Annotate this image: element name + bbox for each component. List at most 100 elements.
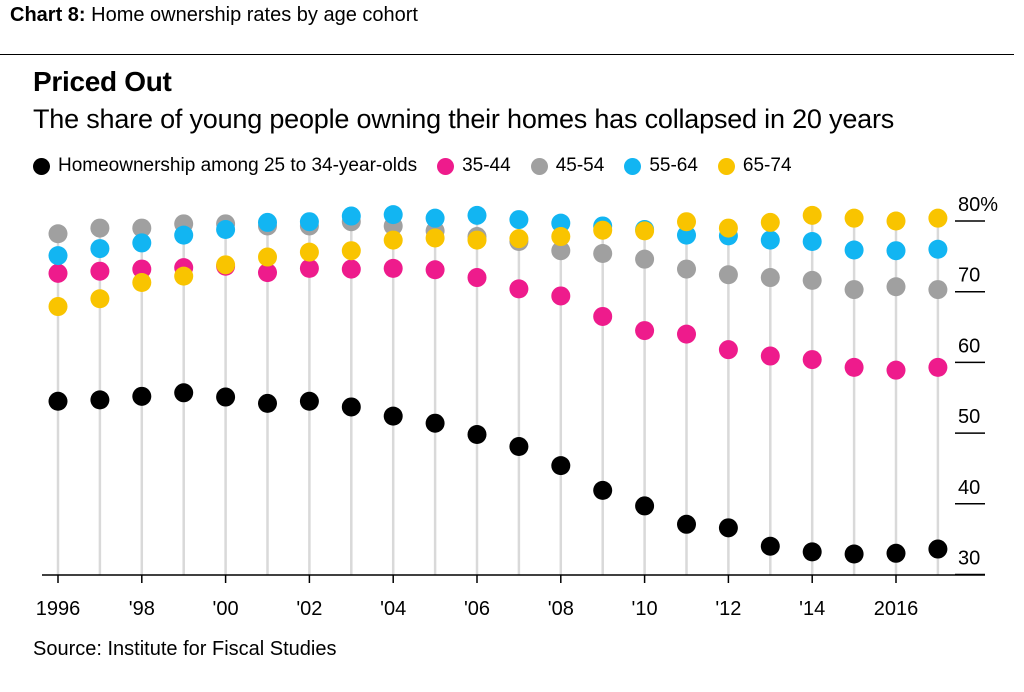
point-45-54-2014: [802, 270, 822, 290]
point-65-74-2002: [299, 242, 319, 262]
point-65-74-1997: [90, 289, 110, 309]
legend-item-65-74: 65-74: [717, 155, 792, 177]
point-55-64-2014: [802, 232, 822, 252]
point-45-54-2008: [551, 241, 571, 261]
point-55-64-2008: [551, 213, 571, 233]
point-35-44-2001: [258, 263, 277, 283]
point-65-74-2016: [886, 211, 906, 231]
x-tick-label-2006: '06: [464, 598, 490, 620]
point-45-54-1998: [132, 218, 152, 238]
point-65-74-2013: [760, 212, 780, 232]
point-55-64-2013: [760, 230, 780, 250]
header-divider: [0, 54, 1014, 55]
chart-legend: Homeownership among 25 to 34-year-olds 3…: [33, 152, 812, 180]
point-25-34-2009: [593, 480, 613, 500]
point-25-34-1998: [132, 386, 152, 406]
point-35-44-2013: [760, 346, 780, 366]
point-25-34-1997: [90, 390, 110, 410]
point-25-34-1996: [48, 391, 68, 411]
point-65-74-2017: [928, 208, 948, 228]
point-45-54-2010: [635, 249, 655, 269]
point-45-54-2013: [760, 268, 780, 288]
point-25-34-2001: [258, 393, 277, 413]
point-55-64-2005: [425, 208, 445, 228]
point-65-74-2010: [635, 221, 655, 241]
point-25-34-2012: [718, 518, 738, 538]
legend-swatch-65-74: [717, 157, 735, 175]
point-65-74-1999: [174, 266, 194, 286]
chart-header: Chart 8: Home ownership rates by age coh…: [10, 4, 418, 27]
x-tick-label-2014: '14: [799, 598, 825, 620]
point-65-74-2003: [341, 241, 361, 261]
point-55-64-1999: [174, 225, 194, 245]
point-55-64-1997: [90, 239, 110, 259]
x-tick-label-1998: '98: [129, 598, 155, 620]
y-tick-label-50: 50: [958, 406, 980, 428]
point-35-44-2002: [299, 258, 319, 278]
point-35-44-2006: [467, 268, 487, 288]
point-25-34-2007: [509, 437, 529, 457]
point-25-34-2000: [216, 387, 236, 407]
point-65-74-2007: [509, 229, 529, 249]
point-55-64-2003: [341, 206, 361, 226]
chart-caption: Home ownership rates by age cohort: [91, 4, 418, 26]
point-35-44-2008: [551, 286, 571, 306]
point-55-64-2007: [509, 210, 529, 230]
legend-item-45-54: 45-54: [530, 155, 604, 177]
x-tick-label-2000: '00: [213, 598, 239, 620]
y-tick-label-80: 80%: [958, 194, 998, 216]
point-35-44-2016: [886, 360, 906, 380]
legend-swatch-55-64: [624, 157, 642, 175]
point-35-44-2011: [677, 324, 696, 344]
point-45-54-2015: [844, 280, 864, 300]
point-65-74-2009: [593, 220, 613, 240]
legend-item-25-34: Homeownership among 25 to 34-year-olds: [33, 155, 417, 177]
point-35-44-2015: [844, 357, 864, 377]
y-tick-label-70: 70: [958, 265, 980, 287]
point-35-44-2004: [383, 258, 403, 278]
point-55-64-2001: [258, 212, 277, 232]
chart-source: Source: Institute for Fiscal Studies: [33, 638, 337, 660]
point-55-64-2011: [677, 225, 696, 245]
point-65-74-2005: [425, 228, 445, 248]
point-25-34-2002: [299, 391, 319, 411]
legend-swatch-25-34: [33, 157, 50, 175]
point-25-34-2014: [802, 542, 822, 562]
point-55-64-2000: [216, 219, 236, 239]
chart-number: Chart 8:: [10, 4, 86, 26]
point-25-34-2011: [677, 514, 696, 534]
point-35-44-2012: [718, 340, 738, 360]
point-45-54-2012: [718, 265, 738, 285]
point-25-34-2004: [383, 406, 403, 426]
point-65-74-2001: [258, 247, 277, 267]
point-25-34-2006: [467, 425, 487, 445]
chart-title: Priced Out: [33, 66, 172, 97]
point-35-44-2003: [341, 259, 361, 279]
point-25-34-2013: [760, 536, 780, 556]
point-35-44-2017: [928, 357, 948, 377]
legend-item-35-44: 35-44: [437, 155, 511, 177]
point-65-74-2004: [383, 230, 403, 250]
legend-label-35-44: 35-44: [462, 155, 511, 176]
point-35-44-2010: [635, 321, 655, 341]
point-55-64-2016: [886, 241, 906, 261]
point-25-34-2017: [928, 539, 948, 559]
point-55-64-2006: [467, 205, 487, 225]
x-tick-label-1996: 1996: [36, 598, 81, 620]
x-tick-label-2010: '10: [632, 598, 658, 620]
point-65-74-2015: [844, 208, 864, 228]
x-tick-label-2016: 2016: [874, 598, 919, 620]
x-tick-label-2012: '12: [715, 598, 741, 620]
point-65-74-2000: [216, 255, 236, 275]
legend-item-55-64: 55-64: [624, 155, 698, 177]
point-55-64-1996: [48, 246, 68, 266]
point-45-54-1996: [48, 224, 68, 244]
point-45-54-2016: [886, 277, 906, 297]
point-35-44-1997: [90, 261, 110, 281]
point-55-64-2017: [928, 239, 948, 259]
chart-subtitle: The share of young people owning their h…: [33, 104, 895, 134]
point-65-74-2008: [551, 227, 571, 247]
y-tick-label-40: 40: [958, 477, 980, 499]
x-tick-label-2008: '08: [548, 598, 574, 620]
